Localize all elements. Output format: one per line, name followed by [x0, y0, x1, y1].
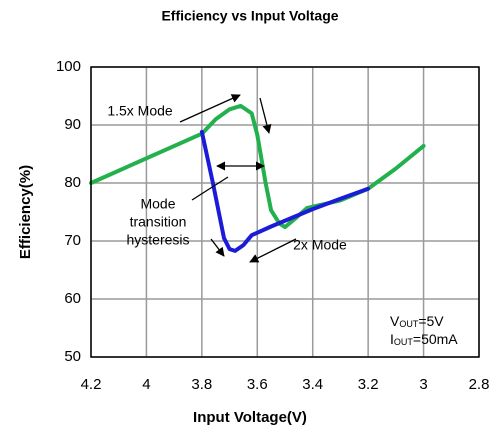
condition: IOUT=50mA	[390, 331, 458, 348]
arrow	[210, 238, 225, 257]
plot-border	[90, 66, 480, 358]
condition: VOUT=5V	[390, 313, 444, 330]
y-tick-label: 80	[64, 174, 81, 191]
x-tick-label: 3.2	[358, 376, 379, 393]
x-tick-label: 3	[419, 376, 427, 393]
x-tick-label: 3.6	[247, 376, 268, 393]
annotation: transition	[130, 214, 187, 230]
chart-title: Efficiency vs Input Voltage	[161, 8, 338, 24]
x-tick-label: 2.8	[469, 376, 490, 393]
y-tick-label: 70	[64, 232, 81, 249]
annotation: Mode	[140, 196, 175, 212]
x-axis-label: Input Voltage(V)	[193, 409, 307, 426]
y-tick-label: 100	[56, 58, 81, 75]
y-tick-label: 60	[64, 290, 81, 307]
annotation: hysteresis	[126, 232, 189, 248]
lines	[89, 103, 426, 253]
x-tick-label: 4.2	[81, 376, 102, 393]
mode-label: 1.5x Mode	[107, 103, 173, 119]
x-tick-label: 3.8	[191, 376, 212, 393]
leader	[191, 176, 229, 201]
y-tick-label: 50	[64, 348, 81, 365]
x-tick-label: 3.4	[302, 376, 323, 393]
arrow	[179, 94, 241, 123]
mode-label: 2x Mode	[293, 237, 347, 253]
arrow	[249, 238, 297, 263]
series-line	[199, 130, 371, 253]
arrow	[259, 97, 272, 134]
annotations: 1.5x Mode Mode transition hysteresis 2x …	[107, 94, 458, 348]
y-tick-label: 90	[64, 116, 81, 133]
x-tick-label: 4	[142, 376, 150, 393]
y-axis-label: Efficiency(%)	[17, 165, 34, 259]
